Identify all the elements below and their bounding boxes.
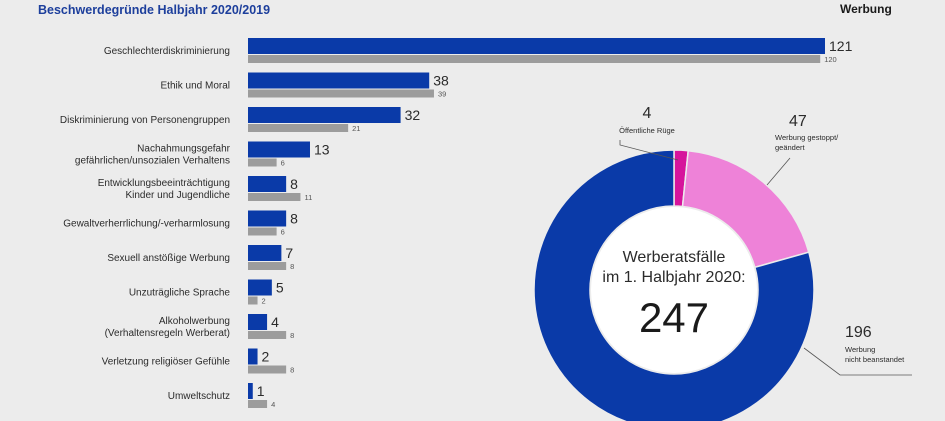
bar-2019-2 [248,124,349,132]
bar-2020-1 [248,72,430,89]
value-label-2020-4: 8 [290,176,298,192]
bar-2019-6 [248,262,287,270]
bar-2020-2 [248,107,401,123]
bar-2019-3 [248,158,277,167]
category-label-0: Geschlechterdiskriminierung [104,46,230,57]
value-label-2019-4: 11 [304,193,312,202]
bar-2020-6 [248,245,282,261]
value-label-2019-10: 4 [271,400,275,409]
value-label-2019-3: 6 [281,159,285,168]
donut-center-title: Werberatsfälle im 1. Halbjahr 2020: [602,249,745,286]
category-label-2: Diskriminierung von Personengruppen [60,115,230,126]
category-label-6: Sexuell anstößige Werbung [107,253,230,264]
bar-2019-0 [248,55,821,63]
bar-chart: 121120Geschlechterdiskriminierung3839Eth… [60,38,853,409]
category-label-7: Unzuträgliche Sprache [129,288,231,299]
bar-2019-1 [248,89,434,98]
value-label-2019-8: 8 [290,331,294,340]
donut-label-0: Öffentliche Rüge [619,126,675,135]
category-label-4: Entwicklungsbeeinträchtigung Kinder und J… [98,178,231,201]
bar-2020-4 [248,176,287,192]
donut-center [591,207,757,373]
value-label-2019-7: 2 [262,297,266,306]
bar-2019-4 [248,193,301,201]
value-label-2019-6: 8 [290,262,294,271]
bar-2020-8 [248,314,268,330]
bar-2020-5 [248,210,287,227]
donut-value-1: 47 [789,113,807,130]
value-label-2020-0: 121 [829,38,853,54]
value-label-2020-2: 32 [405,107,421,123]
value-label-2020-3: 13 [314,142,330,158]
bar-2020-7 [248,279,272,296]
value-label-2020-7: 5 [276,280,284,296]
value-label-2020-9: 2 [262,349,270,365]
bar-2019-9 [248,365,287,374]
category-label-1: Ethik und Moral [161,81,230,92]
category-label-9: Verletzung religiöser Gefühle [102,357,231,368]
bar-2020-10 [248,383,253,399]
donut-leader-line-0 [619,140,679,161]
bar-2019-8 [248,331,287,339]
bar-2019-10 [248,400,268,408]
value-label-2020-5: 8 [290,211,298,227]
donut-leader-line-2 [803,347,912,376]
donut-label-2: Werbung nicht beanstandet [845,345,905,364]
bar-2020-3 [248,141,310,158]
donut-value-2: 196 [845,324,872,341]
donut-chart: Werberatsfälle im 1. Halbjahr 2020: 247 4 Öf… [533,105,912,421]
value-label-2019-1: 39 [438,90,446,99]
value-label-2019-5: 6 [281,228,285,237]
value-label-2020-6: 7 [285,245,293,261]
category-label-5: Gewaltverherrlichung/-verharmlosung [63,219,230,230]
brand-logo: Werbung [840,2,892,16]
category-label-8: Alkoholwerbung (Verhaltensregeln Werberat… [105,316,230,339]
value-label-2019-0: 120 [824,55,837,64]
bar-2019-7 [248,296,258,305]
value-label-2019-2: 21 [352,124,360,133]
category-label-3: Nachahmungsgefahr gefährlichen/unsozialen… [75,144,231,167]
value-label-2020-10: 1 [257,383,265,399]
donut-center-total: 247 [639,294,709,341]
bar-2020-0 [248,38,825,54]
donut-label-1: Werbung gestoppt/geändert [775,133,839,152]
value-label-2019-9: 8 [290,366,294,375]
chart-title: Beschwerdegründe Halbjahr 2020/2019 [38,3,271,17]
value-label-2020-8: 4 [271,314,279,330]
donut-value-0: 4 [643,105,652,122]
donut-leader-line-1 [766,157,791,186]
bar-2019-5 [248,227,277,236]
value-label-2020-1: 38 [433,73,449,89]
category-label-10: Umweltschutz [168,391,230,402]
bar-2020-9 [248,348,258,365]
